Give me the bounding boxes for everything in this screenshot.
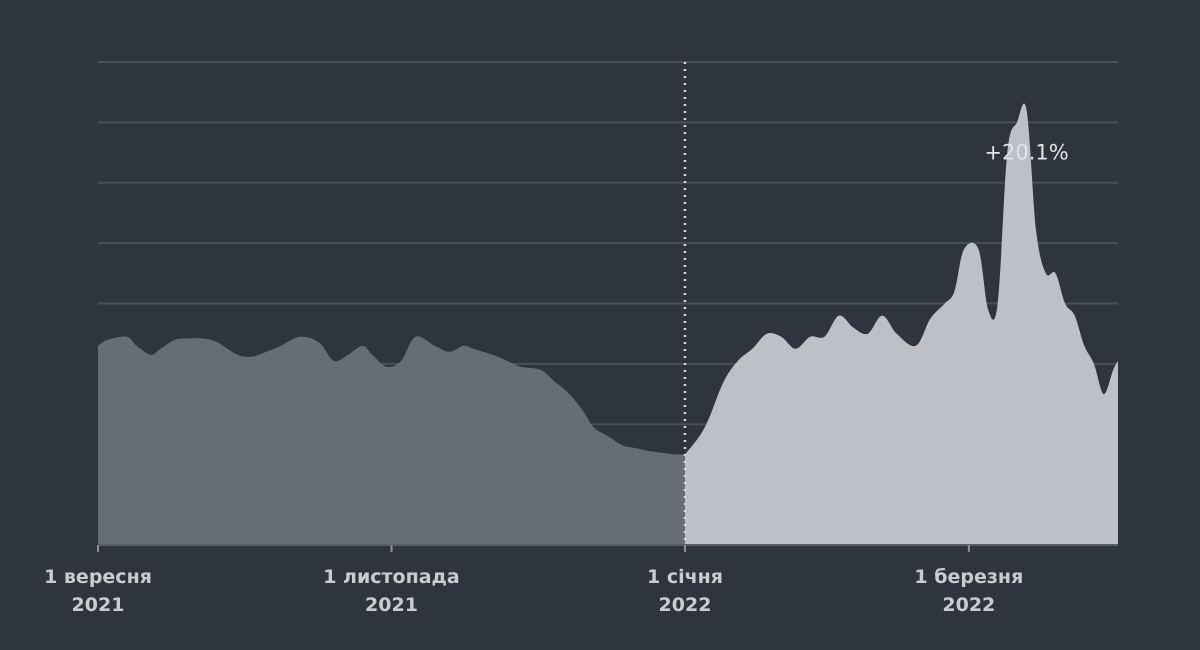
change-annotation: +20.1% [984, 141, 1068, 165]
x-tick-label: 1 вересня [44, 566, 152, 588]
x-tick-label: 1 січня [647, 566, 723, 588]
x-tick-label-year: 2022 [942, 594, 995, 616]
x-axis-ticks: 1 вересня 2021 1 листопада 2021 1 січня 2022 1… [44, 545, 1023, 616]
x-tick-label: 1 листопада [323, 566, 460, 588]
area-after [685, 103, 1118, 545]
x-tick-label-year: 2021 [365, 594, 418, 616]
areas [98, 103, 1118, 545]
area-before [98, 336, 685, 545]
x-tick-label-year: 2021 [72, 594, 125, 616]
x-tick-label-year: 2022 [659, 594, 712, 616]
x-tick-label: 1 березня [914, 566, 1023, 588]
